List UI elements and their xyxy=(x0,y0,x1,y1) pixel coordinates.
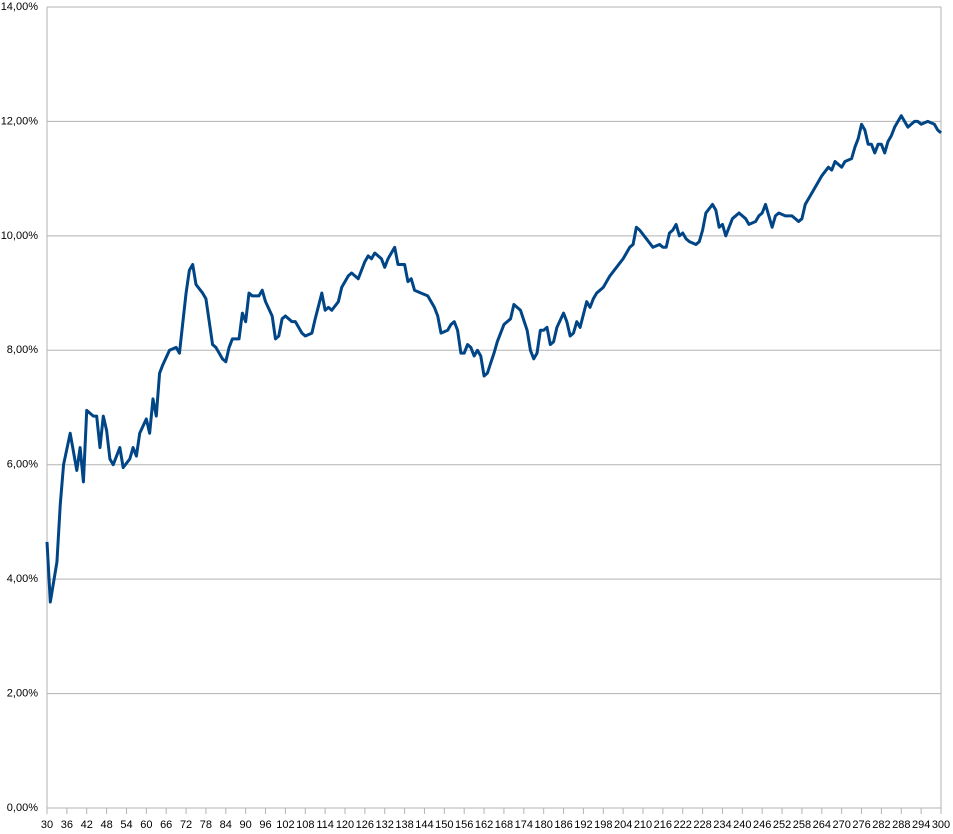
y-tick-label: 2,00% xyxy=(7,687,38,699)
y-tick-label: 10,00% xyxy=(1,230,39,242)
x-tick-label: 216 xyxy=(654,819,672,831)
x-tick-label: 252 xyxy=(773,819,791,831)
x-tick-label: 120 xyxy=(336,819,354,831)
x-tick-label: 246 xyxy=(753,819,771,831)
x-tick-label: 66 xyxy=(160,819,172,831)
x-tick-label: 300 xyxy=(932,819,950,831)
x-tick-label: 240 xyxy=(733,819,751,831)
x-tick-label: 108 xyxy=(296,819,314,831)
y-tick-label: 12,00% xyxy=(1,115,39,127)
x-tick-label: 228 xyxy=(693,819,711,831)
x-tick-label: 42 xyxy=(81,819,93,831)
x-tick-label: 138 xyxy=(395,819,413,831)
x-tick-label: 270 xyxy=(832,819,850,831)
x-tick-label: 48 xyxy=(100,819,112,831)
x-tick-label: 72 xyxy=(180,819,192,831)
x-tick-label: 102 xyxy=(276,819,294,831)
y-tick-label: 4,00% xyxy=(7,573,38,585)
x-tick-label: 204 xyxy=(614,819,632,831)
y-tick-label: 6,00% xyxy=(7,459,38,471)
x-tick-label: 60 xyxy=(140,819,152,831)
x-tick-label: 198 xyxy=(594,819,612,831)
x-tick-label: 150 xyxy=(435,819,453,831)
y-tick-label: 8,00% xyxy=(7,344,38,356)
x-tick-label: 276 xyxy=(852,819,870,831)
x-tick-label: 288 xyxy=(892,819,910,831)
x-tick-label: 222 xyxy=(674,819,692,831)
y-tick-label: 14,00% xyxy=(1,1,39,13)
x-tick-label: 210 xyxy=(634,819,652,831)
x-tick-label: 168 xyxy=(495,819,513,831)
x-tick-label: 264 xyxy=(813,819,831,831)
x-tick-label: 144 xyxy=(415,819,433,831)
x-tick-label: 162 xyxy=(475,819,493,831)
y-tick-label: 0,00% xyxy=(7,802,38,814)
x-tick-label: 54 xyxy=(120,819,132,831)
x-tick-label: 36 xyxy=(61,819,73,831)
x-tick-label: 192 xyxy=(574,819,592,831)
x-tick-label: 186 xyxy=(554,819,572,831)
x-tick-label: 126 xyxy=(356,819,374,831)
x-tick-label: 30 xyxy=(41,819,53,831)
x-tick-label: 282 xyxy=(872,819,890,831)
x-tick-label: 96 xyxy=(259,819,271,831)
x-tick-label: 78 xyxy=(200,819,212,831)
x-tick-label: 234 xyxy=(713,819,731,831)
x-tick-label: 114 xyxy=(316,819,334,831)
x-tick-label: 180 xyxy=(534,819,552,831)
x-tick-label: 132 xyxy=(376,819,394,831)
x-tick-label: 90 xyxy=(240,819,252,831)
data-line xyxy=(45,114,942,604)
x-tick-label: 174 xyxy=(515,819,533,831)
x-tick-label: 294 xyxy=(912,819,930,831)
x-tick-label: 156 xyxy=(455,819,473,831)
x-tick-label: 258 xyxy=(793,819,811,831)
x-tick-label: 84 xyxy=(220,819,232,831)
